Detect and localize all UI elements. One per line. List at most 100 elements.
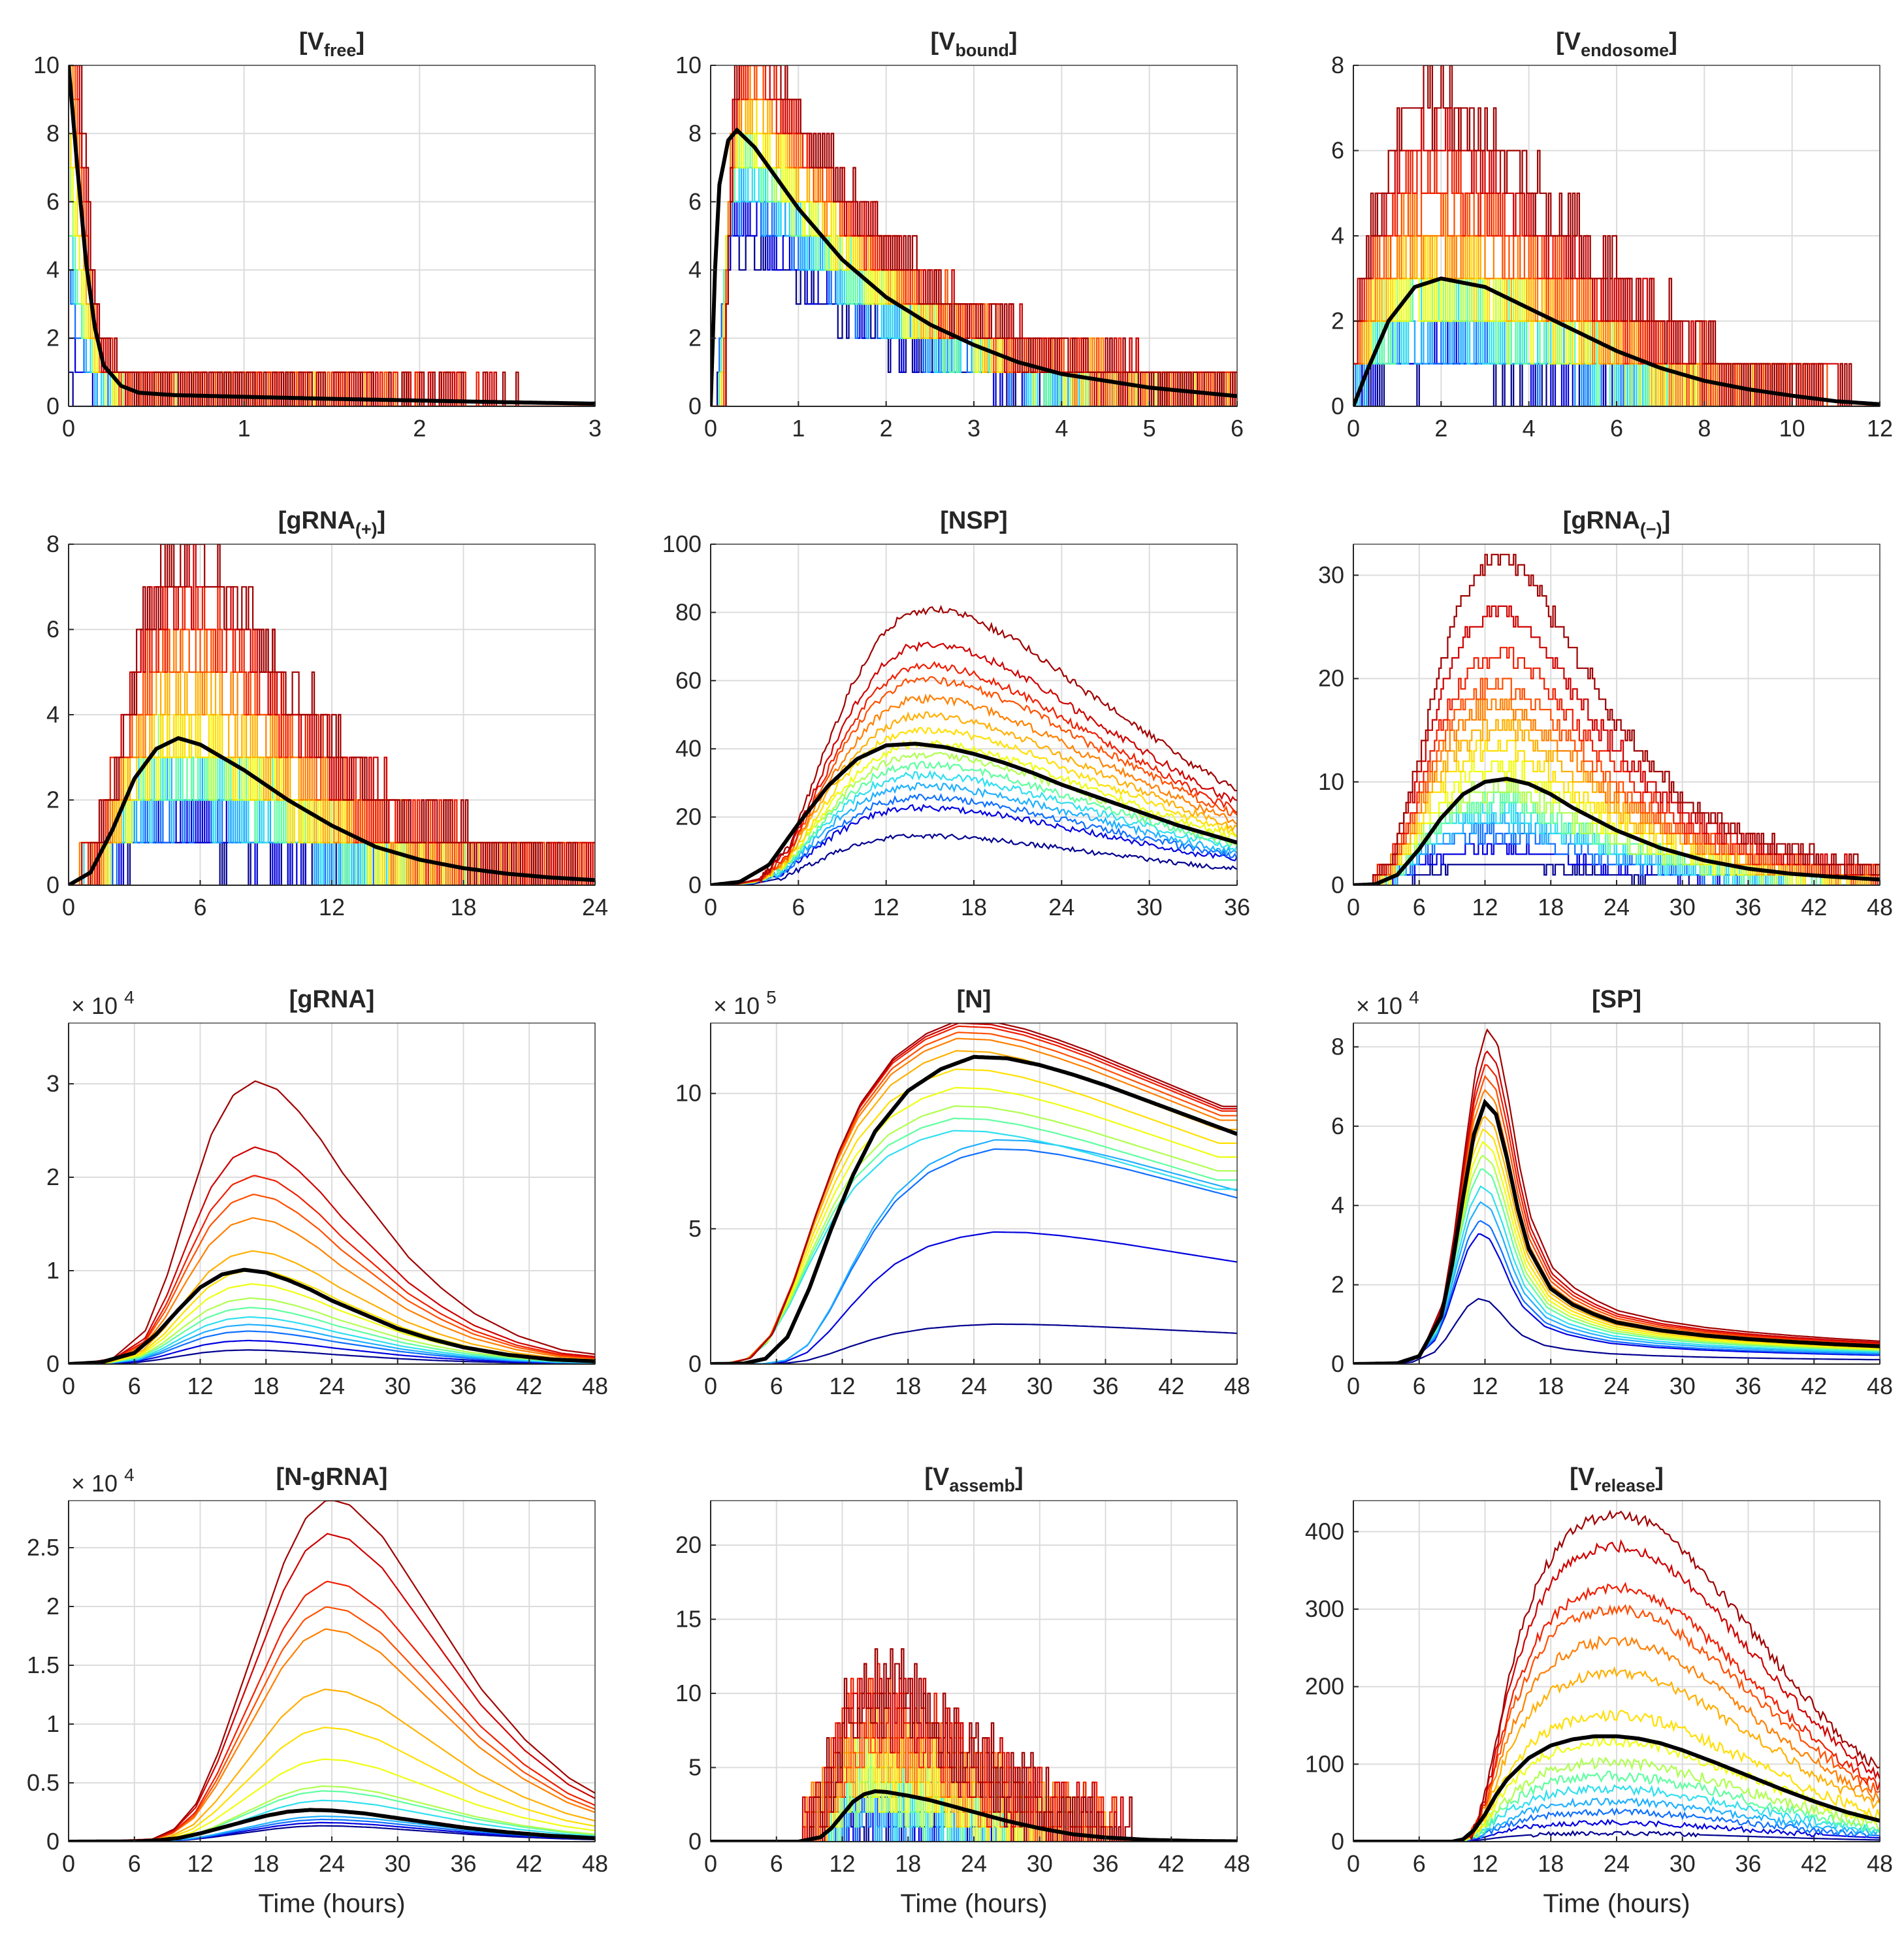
subplot-title: [SP] — [1592, 986, 1641, 1013]
trajectory-line — [1353, 1770, 1880, 1842]
mean-curve — [711, 1054, 1237, 1364]
x-tick-label: 24 — [1604, 1850, 1630, 1877]
x-tick-label: 36 — [1092, 1373, 1118, 1399]
x-tick-label: 0 — [62, 1373, 75, 1399]
trajectory-line — [1353, 1582, 1880, 1842]
x-tick-label: 42 — [1801, 894, 1827, 921]
y-tick-label: 0 — [46, 872, 59, 898]
trajectory-line — [711, 833, 1237, 885]
y-tick-label: 1 — [46, 1257, 59, 1284]
trajectory-line — [1353, 1709, 1880, 1842]
trajectory-line — [711, 1648, 1237, 1842]
mean-curve — [1353, 777, 1880, 885]
mean-curve — [69, 1267, 595, 1364]
y-tick-label: 20 — [1318, 665, 1344, 692]
trajectories — [1353, 65, 1880, 406]
x-tick-label: 0 — [1347, 1373, 1360, 1399]
trajectory-line — [1353, 1539, 1880, 1842]
y-tick-label: 4 — [46, 256, 59, 283]
y-tick-label: 100 — [662, 530, 702, 557]
mean-curve — [1353, 1734, 1880, 1842]
x-tick-label: 0 — [62, 415, 75, 442]
y-tick-label: 2.5 — [27, 1534, 59, 1561]
y-tick-label: 5 — [688, 1215, 702, 1242]
subplot-3: 0 2 4 6 8 10 12 0 2 4 6 8 [Vendosome] — [1331, 28, 1893, 442]
x-tick-label: 36 — [1092, 1850, 1118, 1877]
mean-curve — [69, 1808, 595, 1842]
trajectory-line — [1353, 1830, 1880, 1842]
y-tick-label: 2 — [46, 325, 59, 351]
y-tick-label: 1.5 — [27, 1652, 59, 1678]
x-tick-label: 6 — [128, 1850, 141, 1877]
mean-curve — [711, 127, 1237, 406]
subplot-title: [Vassemb] — [924, 1463, 1023, 1495]
trajectory-line — [1353, 1756, 1880, 1842]
y-tick-label: 10 — [675, 52, 702, 78]
trajectory-line — [69, 65, 595, 406]
x-tick-label: 4 — [1055, 415, 1068, 442]
plot-box — [68, 65, 596, 407]
x-tick-label: 1 — [238, 415, 251, 442]
y-tick-label: 0 — [1331, 872, 1344, 898]
trajectory-line — [711, 1663, 1237, 1842]
x-tick-label: 18 — [253, 1373, 279, 1399]
y-tick-label: 4 — [46, 701, 59, 728]
trajectories — [1353, 553, 1880, 885]
y-tick-label: 6 — [1331, 1113, 1344, 1139]
x-tick-label: 30 — [1137, 894, 1163, 921]
trajectory-line — [711, 1323, 1237, 1364]
y-tick-label: 20 — [675, 804, 702, 830]
x-tick-label: 24 — [1604, 894, 1630, 921]
y-tick-label: 40 — [675, 735, 702, 762]
x-tick-label: 18 — [253, 1850, 279, 1877]
trajectory-line — [69, 1216, 595, 1364]
x-tick-label: 6 — [128, 1373, 141, 1399]
x-tick-label: 12 — [1472, 1373, 1498, 1399]
y-tick-label: 0 — [1331, 1828, 1344, 1855]
x-tick-label: 24 — [1604, 1373, 1630, 1399]
subplot-title: [gRNA(+)] — [278, 507, 386, 539]
x-tick-label: 18 — [895, 1850, 921, 1877]
mean-curve — [1353, 1098, 1880, 1364]
axis-multiplier: × 10 4 — [71, 1465, 135, 1497]
x-tick-label: 36 — [450, 1850, 476, 1877]
x-tick-label: 6 — [1413, 894, 1426, 921]
y-tick-label: 60 — [675, 667, 702, 694]
trajectory-line — [69, 1146, 595, 1364]
x-tick-label: 4 — [1523, 415, 1536, 442]
x-tick-label: 3 — [967, 415, 980, 442]
x-tick-label: 12 — [829, 1850, 855, 1877]
x-tick-label: 18 — [1538, 894, 1564, 921]
y-tick-label: 400 — [1305, 1518, 1344, 1544]
trajectory-line — [69, 1316, 595, 1364]
trajectory-line — [711, 1130, 1237, 1364]
x-tick-label: 2 — [1434, 415, 1447, 442]
trajectories — [69, 65, 595, 406]
y-tick-label: 2 — [688, 325, 702, 351]
y-tick-label: 15 — [675, 1606, 702, 1633]
x-tick-label: 42 — [1801, 1373, 1827, 1399]
axis-multiplier: × 10 4 — [1356, 987, 1419, 1019]
x-tick-label: 24 — [319, 1373, 345, 1399]
x-tick-label: 48 — [582, 1850, 608, 1877]
x-tick-label: 0 — [62, 1850, 75, 1877]
subplot-6: 0 6 12 18 24 30 36 42 48 0 10 20 30 [gRNA(−)] — [1318, 507, 1893, 921]
trajectory-line — [1353, 1818, 1880, 1842]
x-tick-label: 3 — [589, 415, 602, 442]
x-tick-label: 36 — [1735, 1850, 1761, 1877]
x-tick-label: 6 — [1610, 415, 1623, 442]
y-tick-label: 4 — [1331, 222, 1344, 249]
y-tick-label: 2 — [1331, 308, 1344, 334]
x-tick-label: 30 — [1027, 1373, 1053, 1399]
trajectory-line — [1353, 1233, 1880, 1364]
x-tick-label: 30 — [1027, 1850, 1053, 1877]
y-tick-label: 8 — [46, 120, 59, 146]
trajectory-line — [69, 65, 595, 406]
y-tick-label: 0 — [688, 1350, 702, 1377]
trajectory-line — [711, 1117, 1237, 1364]
x-tick-label: 6 — [792, 894, 805, 921]
y-tick-label: 1 — [46, 1710, 59, 1737]
axis-multiplier: × 10 5 — [713, 987, 777, 1019]
